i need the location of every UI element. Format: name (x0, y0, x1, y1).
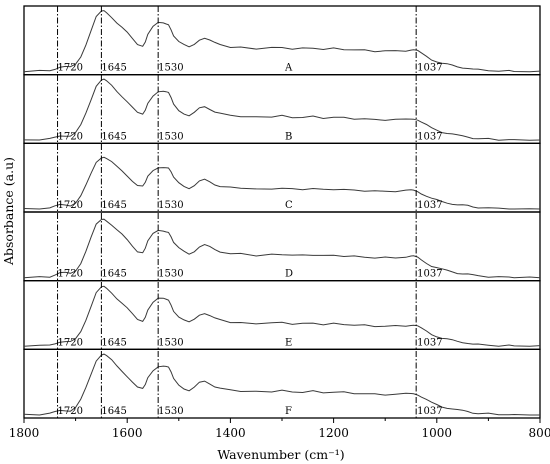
peak-label: 1645 (101, 269, 126, 280)
peak-label: 1530 (158, 131, 183, 142)
panel-label: D (285, 269, 293, 280)
spectrum-line (23, 10, 541, 73)
peak-label: 1720 (58, 131, 83, 142)
peak-label: 1037 (417, 200, 442, 211)
x-tick-label: 1600 (112, 426, 143, 440)
peak-label: 1037 (417, 337, 442, 348)
x-tick-label: 800 (529, 426, 550, 440)
peak-label: 1530 (158, 406, 183, 417)
x-tick-label: 1800 (9, 426, 40, 440)
x-axis: 1800 1600 1400 1200 1000 800 (9, 418, 550, 440)
x-tick-label: 1000 (422, 426, 453, 440)
peak-label: 1037 (417, 269, 442, 280)
peak-label: 1530 (158, 200, 183, 211)
panel-label: B (285, 131, 292, 142)
panel-E: 1720 1645 1530 1037 E (23, 280, 541, 350)
spectrum-line (23, 353, 540, 416)
spectrum-line (23, 78, 541, 141)
panel-label: C (285, 200, 293, 211)
peak-label: 1720 (58, 337, 83, 348)
panel-label: E (285, 337, 292, 348)
peak-label: 1645 (101, 406, 126, 417)
peak-label: 1645 (101, 200, 126, 211)
peak-label: 1645 (101, 63, 126, 74)
peak-label: 1037 (417, 131, 442, 142)
spectrum-line (23, 285, 541, 347)
peak-label: 1037 (417, 63, 442, 74)
peak-label: 1720 (58, 63, 83, 74)
panel-label: F (285, 406, 292, 417)
panel-label: A (284, 63, 293, 74)
peak-label: 1530 (158, 269, 183, 280)
peak-label: 1530 (158, 63, 183, 74)
peak-label: 1037 (417, 406, 442, 417)
x-axis-title: Wavenumber (cm⁻¹) (217, 447, 344, 462)
x-tick-label: 1200 (318, 426, 349, 440)
spectra-panels: 1720 1645 1530 1037 A 1720 1645 1530 1037 B 1720 16… (23, 5, 541, 419)
peak-label: 1645 (101, 337, 126, 348)
peak-label: 1720 (58, 269, 83, 280)
peak-label: 1720 (58, 200, 83, 211)
peak-label: 1720 (58, 406, 83, 417)
peak-label: 1530 (158, 337, 183, 348)
spectrum-line (23, 156, 541, 210)
spectrum-line (23, 218, 541, 279)
peak-label: 1645 (101, 131, 126, 142)
y-axis-title: Absorbance (a.u) (1, 157, 16, 266)
x-tick-label: 1400 (215, 426, 246, 440)
